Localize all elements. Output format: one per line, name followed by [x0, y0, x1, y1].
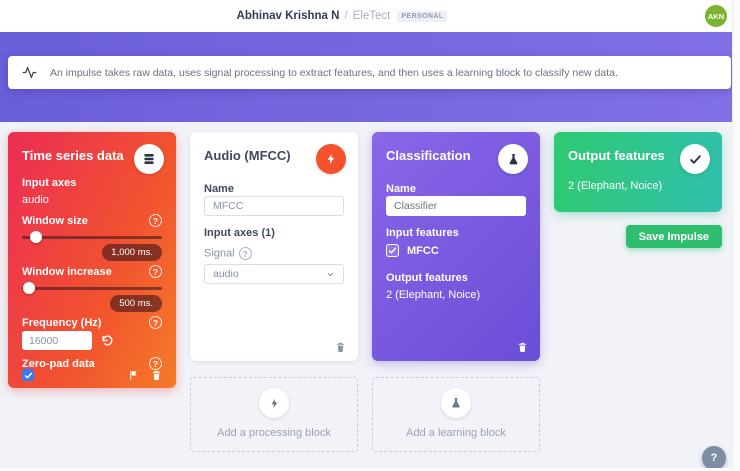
input-axes-label: Input axes (1): [204, 227, 275, 239]
trash-icon: [151, 369, 162, 381]
breadcrumb-separator: /: [344, 10, 348, 22]
delete-processing-button[interactable]: [335, 341, 346, 353]
help-icon[interactable]: ?: [149, 214, 162, 227]
signal-select[interactable]: audio: [204, 264, 344, 284]
block-title: Classification: [386, 148, 471, 163]
window-size-slider[interactable]: [22, 231, 162, 243]
flask-icon: [441, 388, 471, 418]
add-processing-label: Add a processing block: [217, 427, 331, 439]
time-series-block: Time series data Input axes audio Window…: [8, 132, 176, 388]
bolt-icon: [316, 144, 346, 174]
block-title: Time series data: [22, 148, 124, 163]
trash-icon: [335, 341, 346, 353]
delete-learning-button[interactable]: [517, 341, 528, 353]
block-title: Output features: [568, 148, 665, 163]
chevron-down-icon: [326, 270, 335, 279]
filter-flag-button[interactable]: [128, 370, 139, 381]
output-features-value: 2 (Elephant, Noice): [568, 180, 663, 192]
check-icon: [680, 144, 710, 174]
hero-band: An impulse takes raw data, uses signal p…: [0, 32, 733, 122]
learning-block-classification: Classification Name Input features MFCC …: [372, 132, 540, 361]
output-features-label: Output features: [386, 272, 468, 284]
zero-pad-label: Zero-pad data: [22, 357, 95, 370]
help-icon[interactable]: ?: [149, 357, 162, 370]
add-processing-block[interactable]: Add a processing block: [190, 377, 358, 452]
mfcc-feature-label: MFCC: [407, 244, 439, 257]
add-learning-block[interactable]: Add a learning block: [372, 377, 540, 452]
frequency-input[interactable]: [22, 331, 92, 350]
flag-icon: [128, 370, 139, 381]
slider-thumb[interactable]: [30, 231, 42, 243]
window-increase-value-badge: 500 ms.: [110, 295, 162, 312]
help-icon[interactable]: ?: [149, 316, 162, 329]
impulse-info-banner: An impulse takes raw data, uses signal p…: [8, 56, 731, 89]
scrollbar[interactable]: [732, 0, 740, 471]
classifier-name-input[interactable]: [386, 196, 526, 216]
trash-icon: [517, 341, 528, 353]
slider-thumb[interactable]: [23, 282, 35, 294]
input-axes-label: Input axes: [22, 177, 77, 189]
help-icon[interactable]: ?: [238, 247, 252, 260]
window-size-value-badge: 1,000 ms.: [102, 244, 162, 261]
block-title: Audio (MFCC): [204, 148, 291, 163]
input-axes-value: audio: [22, 194, 49, 206]
name-label: Name: [386, 183, 416, 195]
breadcrumb-project-name[interactable]: EleTect: [352, 10, 391, 22]
signal-select-value: audio: [213, 268, 239, 280]
mfcc-feature-checkbox[interactable]: [386, 244, 399, 257]
zero-pad-checkbox[interactable]: [22, 369, 34, 381]
mfcc-name-input[interactable]: [204, 196, 344, 216]
signal-label: Signal?: [204, 247, 252, 260]
app-header: Abhinav Krishna N / EleTect PERSONAL AKN: [0, 0, 740, 32]
bolt-icon: [259, 388, 289, 418]
breadcrumb: Abhinav Krishna N / EleTect PERSONAL: [0, 0, 712, 32]
window-increase-slider[interactable]: [22, 282, 162, 294]
frequency-label: Frequency (Hz): [22, 316, 102, 329]
window-size-label: Window size: [22, 214, 88, 227]
banner-text: An impulse takes raw data, uses signal p…: [50, 66, 618, 79]
processing-block-mfcc: Audio (MFCC) Name Input axes (1) Signal?…: [190, 132, 358, 361]
breadcrumb-user-name[interactable]: Abhinav Krishna N: [236, 10, 340, 22]
refresh-icon: [101, 334, 114, 347]
help-icon[interactable]: ?: [149, 265, 162, 278]
help-button[interactable]: ?: [702, 446, 726, 470]
name-label: Name: [204, 183, 234, 195]
delete-time-series-button[interactable]: [151, 369, 162, 381]
slider-track[interactable]: [22, 236, 162, 239]
window-increase-label: Window increase: [22, 265, 112, 278]
slider-track[interactable]: [22, 287, 162, 290]
add-learning-label: Add a learning block: [406, 427, 506, 439]
reset-frequency-button[interactable]: [101, 334, 114, 347]
database-icon: [134, 144, 164, 174]
footer-strip: [0, 468, 733, 471]
project-type-badge: PERSONAL: [397, 10, 448, 22]
output-features-value: 2 (Elephant, Noice): [386, 289, 481, 301]
pulse-icon: [22, 65, 37, 80]
save-impulse-button[interactable]: Save Impulse: [625, 225, 722, 248]
flask-icon: [498, 144, 528, 174]
input-features-label: Input features: [386, 227, 459, 239]
output-features-block: Output features 2 (Elephant, Noice): [554, 132, 722, 212]
avatar[interactable]: AKN: [705, 5, 727, 27]
